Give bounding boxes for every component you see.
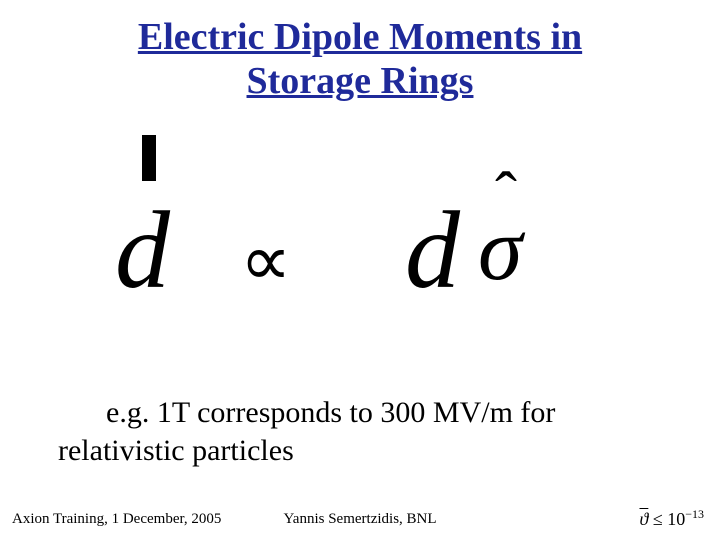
equation-d-right: d [405, 195, 460, 305]
title-line-2: Storage Rings [247, 60, 474, 102]
equation-block: d ∝ d ˆ σ [100, 195, 620, 325]
title-line-1: Electric Dipole Moments in [138, 16, 582, 58]
leq-symbol: ≤ [653, 509, 663, 529]
value-exponent: −13 [685, 507, 704, 521]
slide: Electric Dipole Moments in Storage Rings… [0, 0, 720, 540]
body-paragraph: e.g. 1T corresponds to 300 MV/m for rela… [58, 394, 658, 469]
vector-bar-icon [142, 135, 156, 181]
equation-sigma: σ [478, 205, 522, 295]
equation-d-left: d [115, 195, 170, 305]
footer-right-inequality: ϑ ≤ 10−13 [639, 507, 704, 530]
slide-title: Electric Dipole Moments in Storage Rings [0, 16, 720, 103]
value-base: 10 [667, 509, 685, 529]
theta-bar: ϑ [639, 509, 648, 529]
equation-proportional: ∝ [240, 225, 291, 297]
footer-center: Yannis Semertzidis, BNL [0, 511, 720, 528]
